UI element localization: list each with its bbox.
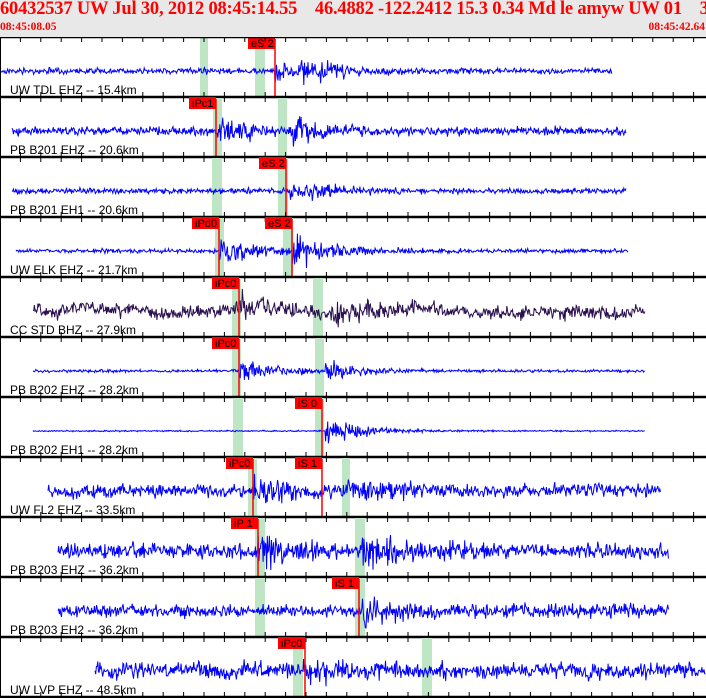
waveform <box>0 60 613 86</box>
pick-label: eS 2 <box>268 218 291 230</box>
pick-label: iS 1 <box>298 458 317 470</box>
station-label: PB B203 EHZ -- 36.2km <box>10 563 139 577</box>
end-time: 08:45:42.64 <box>648 21 705 33</box>
station-label: UW TDL EHZ -- 15.4km <box>10 83 137 97</box>
start-time: 08:45:08.05 <box>0 21 57 33</box>
waveform <box>15 233 629 269</box>
station-label: UW LVP EHZ -- 48.5km <box>10 683 136 697</box>
pick-window <box>313 278 323 337</box>
station-label: PB B202 EH1 -- 28.2km <box>10 443 138 457</box>
seismogram-panel[interactable]: eS 2 UW TDL EHZ -- 15.4km iPc1 PB B201 EHZ … <box>0 37 706 698</box>
event-header: 60432537 UW Jul 30, 2012 08:45:14.55 46.… <box>0 0 706 37</box>
trace-row[interactable]: iPc0 CC STD BHZ -- 27.9km <box>0 277 706 342</box>
pick-flag[interactable] <box>259 157 286 169</box>
waveform <box>32 421 645 444</box>
pick-flag[interactable] <box>189 97 216 109</box>
pick-label: iPc0 <box>281 638 302 650</box>
trace-row[interactable]: iPc0 UW LVP EHZ -- 48.5km <box>0 637 706 698</box>
waveform <box>11 116 627 147</box>
waveform <box>32 288 646 328</box>
trace-row[interactable]: iS 0 PB B202 EH1 -- 28.2km <box>0 397 706 462</box>
pick-label: iPc1 <box>192 98 213 110</box>
pick-label: iS 1 <box>335 578 354 590</box>
station-label: CC STD BHZ -- 27.9km <box>10 323 136 337</box>
trace-row[interactable]: eS 2 PB B201 EH1 -- 20.6km <box>0 157 706 222</box>
pick-window <box>315 398 324 457</box>
trace-row[interactable]: iPc0 PB B202 EHZ -- 28.2km <box>0 337 706 402</box>
pick-window <box>283 218 293 277</box>
pick-flag[interactable] <box>212 337 239 349</box>
waveform <box>57 596 669 629</box>
pick-label: iPd0 <box>195 218 217 230</box>
pick-window <box>232 278 241 337</box>
station-label: PB B202 EHZ -- 28.2km <box>10 383 139 397</box>
pick-label: iPc0 <box>215 278 236 290</box>
pick-window <box>233 398 243 457</box>
pick-window <box>315 338 324 397</box>
waveform <box>47 473 661 504</box>
pick-flag[interactable] <box>265 217 292 229</box>
pick-flag[interactable] <box>248 37 275 49</box>
waveform <box>57 534 669 571</box>
pick-label: iP 1 <box>234 518 253 530</box>
pick-flag[interactable] <box>212 277 239 289</box>
pick-flag[interactable] <box>295 457 322 469</box>
pick-window <box>255 38 265 97</box>
pick-window <box>212 158 222 217</box>
trace-row[interactable]: iPc0 iS 1 UW FL2 EHZ -- 33.5km <box>0 457 706 522</box>
trace-row[interactable]: iPd0 eS 2 UW ELK EHZ -- 21.7km <box>0 217 706 282</box>
pick-label: eS 2 <box>251 38 274 50</box>
station-label: PB B201 EH1 -- 20.6km <box>10 203 138 217</box>
pick-flag[interactable] <box>332 577 359 589</box>
pick-window <box>355 578 365 637</box>
pick-label: eS 2 <box>262 158 285 170</box>
station-label: PB B201 EHZ -- 20.6km <box>10 143 139 157</box>
waveform <box>11 183 627 201</box>
waveform <box>32 359 645 380</box>
pick-window <box>213 98 222 157</box>
pick-flag[interactable] <box>278 637 305 649</box>
station-label: UW FL2 EHZ -- 33.5km <box>10 503 135 517</box>
event-title: 60432537 UW Jul 30, 2012 08:45:14.55 46.… <box>0 0 706 19</box>
pick-flag[interactable] <box>231 517 258 529</box>
pick-window <box>232 338 241 397</box>
trace-row[interactable]: iPc1 PB B201 EHZ -- 20.6km <box>0 97 706 162</box>
station-label: PB B203 EH2 -- 36.2km <box>10 623 138 637</box>
pick-label: iPc0 <box>215 338 236 350</box>
station-label: UW ELK EHZ -- 21.7km <box>10 263 137 277</box>
waveform <box>94 658 706 687</box>
pick-label: iS 0 <box>298 398 317 410</box>
pick-label: iPc0 <box>229 458 250 470</box>
pick-window <box>278 158 288 217</box>
pick-window <box>278 98 287 157</box>
pick-window <box>255 578 265 637</box>
pick-flag[interactable] <box>295 397 322 409</box>
pick-window <box>422 638 432 697</box>
trace-row[interactable]: iP 1 PB B203 EHZ -- 36.2km <box>0 517 706 582</box>
trace-row[interactable]: eS 2 UW TDL EHZ -- 15.4km <box>0 37 706 102</box>
trace-row[interactable]: iS 1 PB B203 EH2 -- 36.2km <box>0 577 706 642</box>
pick-flag[interactable] <box>226 457 253 469</box>
pick-flag[interactable] <box>192 217 219 229</box>
